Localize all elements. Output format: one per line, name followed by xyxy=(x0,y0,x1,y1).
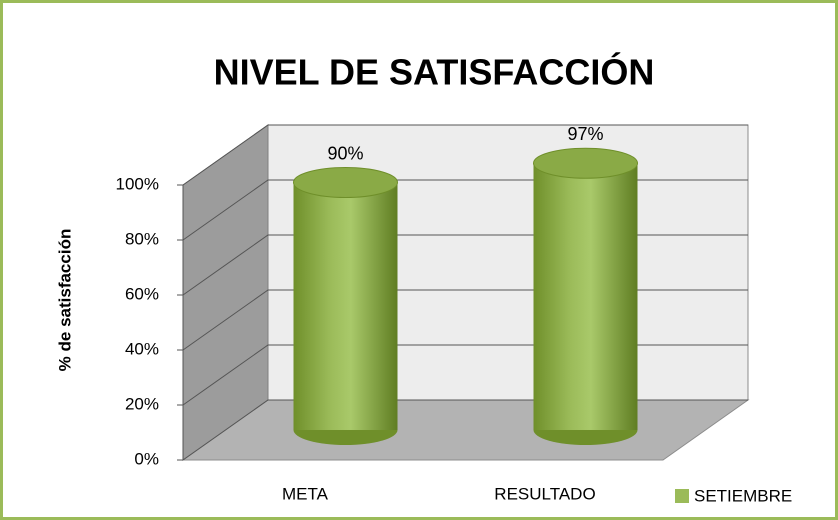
y-tick-label: 60% xyxy=(125,284,159,303)
legend-label: SETIEMBRE xyxy=(694,486,792,505)
bar-top xyxy=(293,167,398,198)
y-tick-label: 40% xyxy=(125,339,159,358)
data-label: 97% xyxy=(567,124,603,144)
y-tick-label: 0% xyxy=(134,449,159,468)
chart-title: NIVEL DE SATISFACCIÓN xyxy=(214,51,655,93)
bar xyxy=(533,163,638,430)
bar-top xyxy=(533,147,638,179)
x-tick-label: RESULTADO xyxy=(494,484,595,503)
x-tick-label: META xyxy=(282,484,329,503)
bar xyxy=(293,182,398,430)
floor xyxy=(181,399,750,461)
y-axis-label: % de satisfacción xyxy=(55,229,74,372)
y-tick-label: 100% xyxy=(116,174,159,193)
data-label: 90% xyxy=(327,143,363,163)
y-tick-label: 80% xyxy=(125,229,159,248)
legend-swatch xyxy=(675,489,689,503)
grid-line xyxy=(182,124,748,186)
y-tick-label: 20% xyxy=(125,394,159,413)
